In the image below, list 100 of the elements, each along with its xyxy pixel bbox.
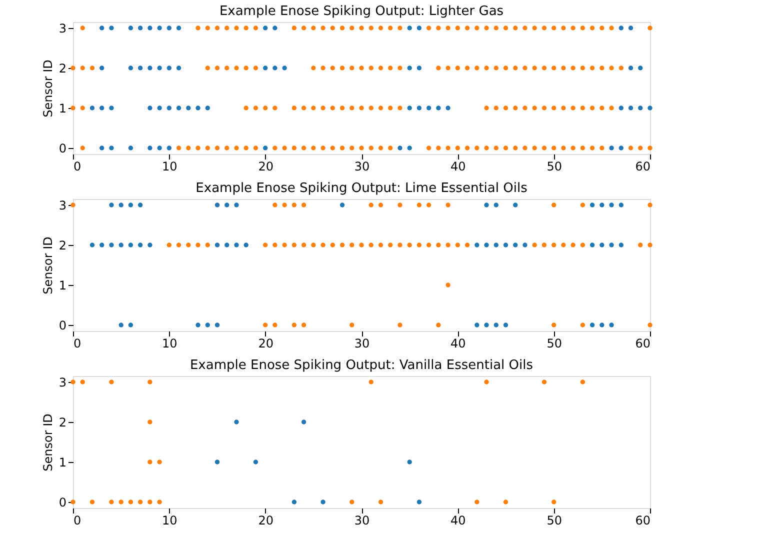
point [311,146,316,150]
point [166,242,172,248]
point [262,322,268,328]
point [416,106,422,110]
point [166,106,172,110]
point [350,106,354,110]
point [272,202,278,208]
point [301,420,306,424]
point [340,242,345,248]
y-axis-title: Sensor ID [40,236,55,294]
point [359,26,364,30]
point [340,146,345,150]
point [176,146,182,150]
x-tick-label: 30 [354,336,370,350]
y-axis-title: Sensor ID [40,60,55,118]
point [166,26,172,30]
point [484,66,489,70]
point [570,242,576,248]
y-tick-label: 2 [58,416,66,430]
point [214,202,220,208]
point [311,66,316,70]
point [590,146,595,150]
point [580,242,586,248]
point [157,146,162,150]
point [138,242,143,248]
point [494,322,498,328]
point [368,202,374,208]
point [70,106,76,110]
point [118,500,124,504]
point [128,66,134,70]
point [446,242,450,248]
point [368,66,374,70]
point [282,202,287,208]
point [628,106,634,110]
point [398,106,402,110]
point [407,242,412,248]
point [292,106,297,110]
point [272,146,278,150]
point [388,26,393,30]
point [214,322,220,328]
point [600,202,604,208]
point [262,26,268,30]
point [542,66,547,70]
point [320,26,326,30]
point [262,106,268,110]
point [176,242,182,248]
point [532,106,537,110]
point [513,146,518,150]
point [590,106,595,110]
point [311,26,316,30]
point [148,380,152,384]
point [148,420,152,424]
point [580,202,586,208]
point [262,66,268,70]
point [407,460,412,464]
point [320,500,326,504]
point [436,26,441,30]
point [398,242,402,248]
point [426,242,432,248]
point [148,106,152,110]
point [100,106,104,110]
point [436,66,441,70]
point [301,242,306,248]
point [128,26,134,30]
point [455,242,460,248]
point [580,66,586,70]
point [532,146,537,150]
point [253,26,258,30]
point [292,202,297,208]
point [484,202,489,208]
point [157,460,162,464]
point [214,66,220,70]
point [378,106,384,110]
point [196,322,200,328]
point [301,26,306,30]
y-tick-label: 2 [58,238,66,252]
point [618,106,624,110]
point [648,242,652,248]
point [600,106,604,110]
point [398,322,402,328]
point [378,146,384,150]
x-tick-label: 30 [354,160,370,174]
point [638,146,643,150]
x-tick-label: 10 [162,160,178,174]
point [205,106,210,110]
point [350,242,354,248]
point [90,66,95,70]
point [138,26,143,30]
point [638,106,643,110]
point [359,106,364,110]
point [561,66,566,70]
point [580,322,586,328]
point [416,242,422,248]
point [320,242,326,248]
point [446,146,450,150]
point [446,282,450,288]
point [262,146,268,150]
point [561,242,566,248]
y-tick-label: 3 [58,198,66,212]
point [513,106,518,110]
